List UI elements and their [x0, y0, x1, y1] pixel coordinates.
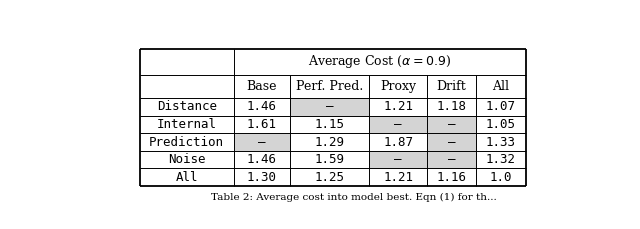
- Bar: [140, 98, 234, 116]
- Text: Perf. Pred.: Perf. Pred.: [296, 80, 363, 93]
- Bar: [290, 169, 369, 186]
- Text: All: All: [175, 171, 198, 184]
- Bar: [369, 75, 427, 98]
- Text: All: All: [493, 80, 509, 93]
- Bar: [140, 169, 234, 186]
- Bar: [140, 133, 234, 151]
- Text: 1.61: 1.61: [247, 118, 276, 131]
- Bar: [234, 151, 290, 169]
- Text: 1.33: 1.33: [486, 136, 516, 149]
- Bar: [140, 116, 234, 133]
- Text: –: –: [394, 118, 402, 131]
- Bar: [234, 98, 290, 116]
- Text: 1.30: 1.30: [247, 171, 276, 184]
- Bar: [234, 49, 525, 75]
- Bar: [234, 116, 290, 133]
- Text: 1.25: 1.25: [314, 171, 344, 184]
- Bar: [476, 75, 525, 98]
- Bar: [140, 151, 234, 169]
- Text: 1.07: 1.07: [486, 100, 516, 113]
- Text: Noise: Noise: [168, 153, 205, 166]
- Text: 1.59: 1.59: [314, 153, 344, 166]
- Bar: [290, 75, 369, 98]
- Bar: [234, 169, 290, 186]
- Text: Base: Base: [246, 80, 277, 93]
- Bar: [234, 75, 290, 98]
- Bar: [369, 169, 427, 186]
- Text: 1.15: 1.15: [314, 118, 344, 131]
- Text: 1.46: 1.46: [247, 100, 276, 113]
- Text: 1.32: 1.32: [486, 153, 516, 166]
- Text: 1.21: 1.21: [383, 100, 413, 113]
- Bar: [369, 98, 427, 116]
- Bar: [369, 133, 427, 151]
- Bar: [369, 151, 427, 169]
- Bar: [476, 151, 525, 169]
- Text: –: –: [448, 153, 456, 166]
- Bar: [427, 151, 476, 169]
- Text: 1.87: 1.87: [383, 136, 413, 149]
- Text: –: –: [394, 153, 402, 166]
- Text: 1.05: 1.05: [486, 118, 516, 131]
- Text: 1.29: 1.29: [314, 136, 344, 149]
- Bar: [290, 98, 369, 116]
- Text: Internal: Internal: [157, 118, 217, 131]
- Text: Average Cost ($\alpha = 0.9$): Average Cost ($\alpha = 0.9$): [308, 53, 451, 70]
- Bar: [476, 116, 525, 133]
- Text: 1.16: 1.16: [436, 171, 467, 184]
- Text: –: –: [448, 136, 456, 149]
- Bar: [140, 49, 234, 98]
- Text: Table 2: Average cost into model best. Eqn (1) for th...: Table 2: Average cost into model best. E…: [211, 193, 497, 202]
- Bar: [427, 98, 476, 116]
- Text: Distance: Distance: [157, 100, 217, 113]
- Text: 1.18: 1.18: [436, 100, 467, 113]
- Text: 1.21: 1.21: [383, 171, 413, 184]
- Text: –: –: [258, 136, 266, 149]
- Bar: [427, 133, 476, 151]
- Bar: [427, 169, 476, 186]
- Bar: [369, 116, 427, 133]
- Text: Drift: Drift: [436, 80, 467, 93]
- Bar: [427, 75, 476, 98]
- Bar: [234, 133, 290, 151]
- Bar: [427, 116, 476, 133]
- Text: 1.46: 1.46: [247, 153, 276, 166]
- Bar: [140, 49, 525, 186]
- Bar: [290, 116, 369, 133]
- Bar: [290, 133, 369, 151]
- Text: 1.0: 1.0: [490, 171, 512, 184]
- Text: Prediction: Prediction: [149, 136, 224, 149]
- Bar: [476, 169, 525, 186]
- Bar: [476, 133, 525, 151]
- Text: –: –: [326, 100, 333, 113]
- Text: –: –: [448, 118, 456, 131]
- Bar: [476, 98, 525, 116]
- Bar: [290, 151, 369, 169]
- Text: Proxy: Proxy: [380, 80, 416, 93]
